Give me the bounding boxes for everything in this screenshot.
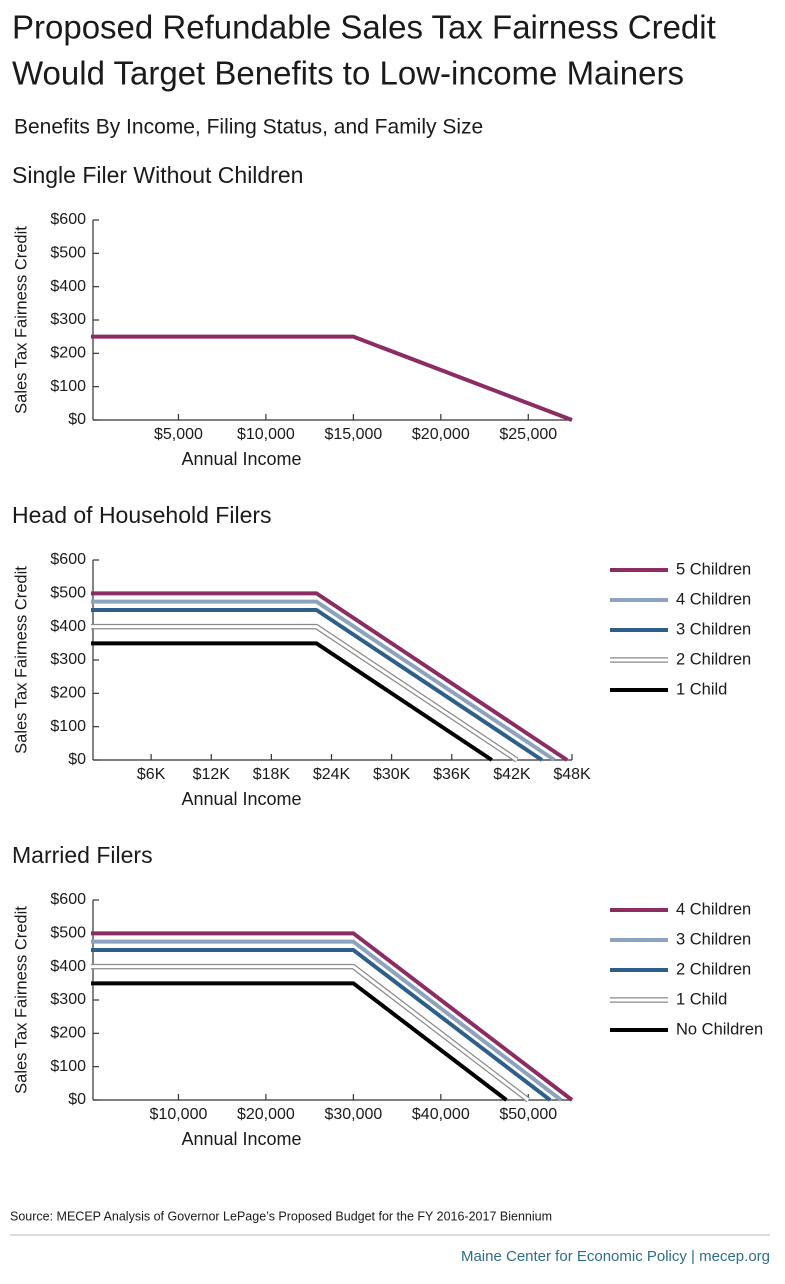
y-tick-label: $300: [50, 991, 86, 1008]
y-tick-label: $400: [50, 958, 86, 975]
y-tick-label: $0: [68, 751, 86, 768]
line: [91, 931, 574, 1102]
legend-label: 3 Children: [676, 620, 751, 638]
x-tick-label: $24K: [313, 766, 351, 783]
line: [91, 608, 544, 762]
line: [91, 334, 573, 422]
legend-label: 4 Children: [676, 590, 751, 608]
x-axis-label: Annual Income: [181, 449, 301, 469]
x-tick-label: $42K: [493, 766, 531, 783]
y-tick-label: $600: [50, 551, 86, 568]
line: [91, 965, 530, 1102]
y-tick-label: $0: [68, 411, 86, 428]
y-tick-label: $400: [50, 618, 86, 635]
x-tick-label: $30K: [373, 766, 411, 783]
legend-label: 4 Children: [676, 900, 751, 918]
y-tick-label: $600: [50, 891, 86, 908]
x-tick-label: $10,000: [150, 1106, 208, 1123]
y-axis-label: Sales Tax Fairness Credit: [12, 906, 30, 1094]
x-tick-label: $12K: [193, 766, 231, 783]
y-tick-label: $100: [50, 378, 86, 395]
legend-label: 2 Children: [676, 960, 751, 978]
y-tick-label: $500: [50, 925, 86, 942]
line: [91, 981, 508, 1102]
y-tick-label: $0: [68, 1091, 86, 1108]
line: [91, 599, 556, 762]
line: [91, 625, 518, 762]
x-axis-label: Annual Income: [181, 1129, 301, 1149]
x-tick-label: $36K: [433, 766, 471, 783]
source: Source: MECEP Analysis of Governor LePag…: [10, 1209, 552, 1223]
y-tick-label: $200: [50, 345, 86, 362]
x-tick-label: $40,000: [412, 1106, 470, 1123]
line: [91, 939, 563, 1102]
x-tick-label: $5,000: [154, 426, 203, 443]
x-tick-label: $48K: [553, 766, 591, 783]
y-tick-label: $500: [50, 585, 86, 602]
x-tick-label: $10,000: [237, 426, 295, 443]
x-tick-label: $15,000: [324, 426, 382, 443]
line: [91, 641, 493, 762]
y-tick-label: $600: [50, 211, 86, 228]
y-tick-label: $300: [50, 651, 86, 668]
title-line: Proposed Refundable Sales Tax Fairness C…: [12, 9, 716, 46]
y-tick-label: $200: [50, 685, 86, 702]
footer: Maine Center for Economic Policy | mecep…: [461, 1248, 770, 1265]
x-tick-label: $30,000: [324, 1106, 382, 1123]
title-line: Would Target Benefits to Low-income Main…: [12, 55, 684, 92]
line: [91, 948, 552, 1102]
x-tick-label: $20,000: [412, 426, 470, 443]
x-tick-label: $20,000: [237, 1106, 295, 1123]
x-axis-label: Annual Income: [181, 789, 301, 809]
legend-label: 1 Child: [676, 990, 727, 1008]
y-tick-label: $500: [50, 245, 86, 262]
subtitle: Benefits By Income, Filing Status, and F…: [14, 116, 483, 139]
x-tick-label: $50,000: [499, 1106, 557, 1123]
legend-label: 2 Children: [676, 650, 751, 668]
y-tick-label: $400: [50, 278, 86, 295]
chart-title: Married Filers: [12, 842, 153, 868]
chart-title: Single Filer Without Children: [12, 162, 303, 188]
y-axis-label: Sales Tax Fairness Credit: [12, 226, 30, 414]
y-tick-label: $100: [50, 1058, 86, 1075]
legend-label: 5 Children: [676, 560, 751, 578]
x-tick-label: $25,000: [499, 426, 557, 443]
chart-title: Head of Household Filers: [12, 502, 272, 528]
y-tick-label: $300: [50, 311, 86, 328]
legend-label: No Children: [676, 1020, 763, 1038]
legend-label: 1 Child: [676, 680, 727, 698]
y-tick-label: $200: [50, 1025, 86, 1042]
line: [91, 591, 569, 762]
x-tick-label: $18K: [253, 766, 291, 783]
y-tick-label: $100: [50, 718, 86, 735]
y-axis-label: Sales Tax Fairness Credit: [12, 566, 30, 754]
legend-label: 3 Children: [676, 930, 751, 948]
x-tick-label: $6K: [137, 766, 166, 783]
